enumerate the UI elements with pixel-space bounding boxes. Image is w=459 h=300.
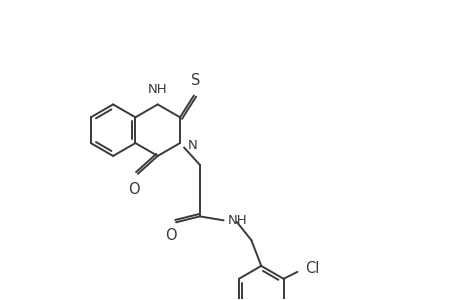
Text: S: S (191, 73, 200, 88)
Text: N: N (188, 139, 197, 152)
Text: O: O (165, 228, 177, 243)
Text: NH: NH (148, 82, 167, 95)
Text: NH: NH (227, 214, 246, 227)
Text: O: O (128, 182, 140, 197)
Text: Cl: Cl (305, 261, 319, 276)
